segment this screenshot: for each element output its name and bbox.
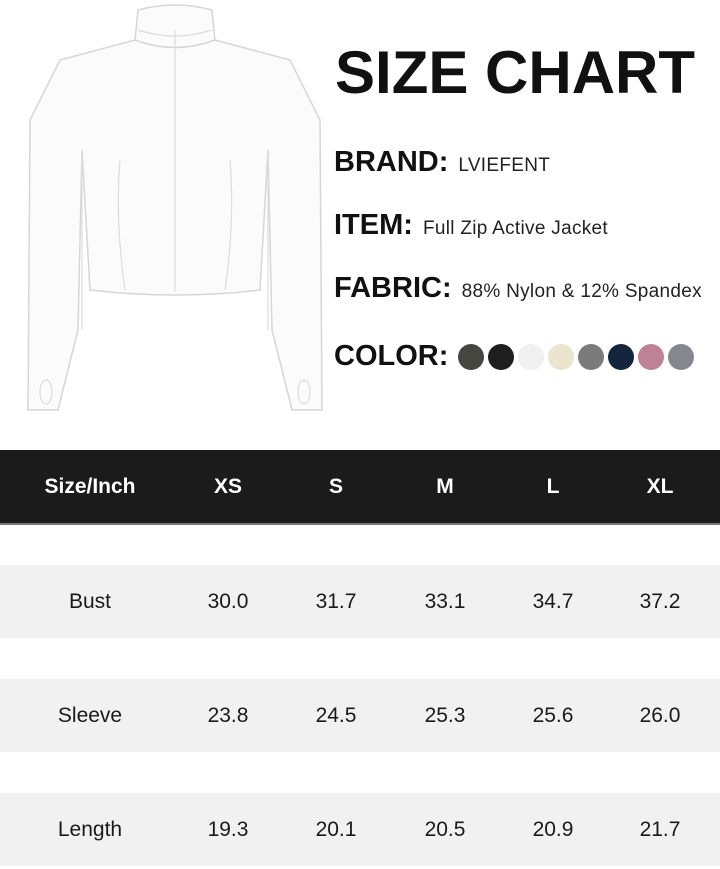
color-swatch	[638, 343, 665, 370]
page-title: SIZE CHART	[335, 39, 695, 106]
table-cell: 31.7	[315, 589, 357, 613]
table-cell: 25.3	[424, 703, 466, 727]
fabric-label: FABRIC:	[334, 272, 452, 304]
table-cell: 30.0	[207, 589, 249, 613]
column-header: M	[436, 474, 454, 498]
column-header: S	[328, 474, 343, 498]
table-cell: 37.2	[639, 589, 681, 613]
color-swatch	[608, 343, 635, 370]
table-cell: 21.7	[639, 817, 681, 841]
table-row: Sleeve 23.8 24.5 25.3 25.6 26.0	[0, 679, 720, 752]
color-swatch	[458, 343, 485, 370]
brand-value: LVIEFENT	[458, 155, 551, 176]
table-cell: 20.1	[315, 817, 357, 841]
table-cell: 26.0	[639, 703, 681, 727]
brand-line: BRAND: LVIEFENT	[334, 146, 550, 179]
table-cell: 19.3	[207, 817, 249, 841]
color-swatch	[518, 343, 545, 370]
color-line: COLOR:	[334, 340, 695, 373]
row-label: Sleeve	[57, 703, 123, 727]
brand-label: BRAND:	[334, 146, 449, 178]
row-label: Bust	[68, 589, 112, 613]
table-cell: 25.6	[532, 703, 574, 727]
table-cell: 24.5	[315, 703, 357, 727]
item-value: Full Zip Active Jacket	[422, 218, 608, 239]
column-header: Size/Inch	[44, 474, 136, 498]
color-label: COLOR:	[334, 340, 449, 372]
color-swatch	[548, 343, 575, 370]
product-jacket-image	[27, 4, 323, 411]
item-label: ITEM:	[334, 209, 413, 241]
column-header: XL	[646, 474, 674, 498]
table-cell: 23.8	[207, 703, 249, 727]
item-line: ITEM: Full Zip Active Jacket	[334, 209, 608, 242]
color-swatch	[578, 343, 605, 370]
row-label: Length	[57, 817, 123, 841]
table-cell: 20.9	[532, 817, 574, 841]
table-cell: 20.5	[424, 817, 466, 841]
table-row: Length 19.3 20.1 20.5 20.9 21.7	[0, 793, 720, 866]
table-row: Bust 30.0 31.7 33.1 34.7 37.2	[0, 565, 720, 638]
table-cell: 34.7	[532, 589, 574, 613]
fabric-value: 88% Nylon & 12% Spandex	[461, 281, 702, 302]
color-swatches	[458, 343, 695, 370]
column-header: XS	[213, 474, 242, 498]
size-table-header: Size/Inch XS S M L XL	[0, 450, 720, 525]
fabric-line: FABRIC: 88% Nylon & 12% Spandex	[334, 272, 702, 305]
color-swatch	[668, 343, 695, 370]
color-swatch	[488, 343, 515, 370]
table-cell: 33.1	[424, 589, 466, 613]
column-header: L	[546, 474, 560, 498]
